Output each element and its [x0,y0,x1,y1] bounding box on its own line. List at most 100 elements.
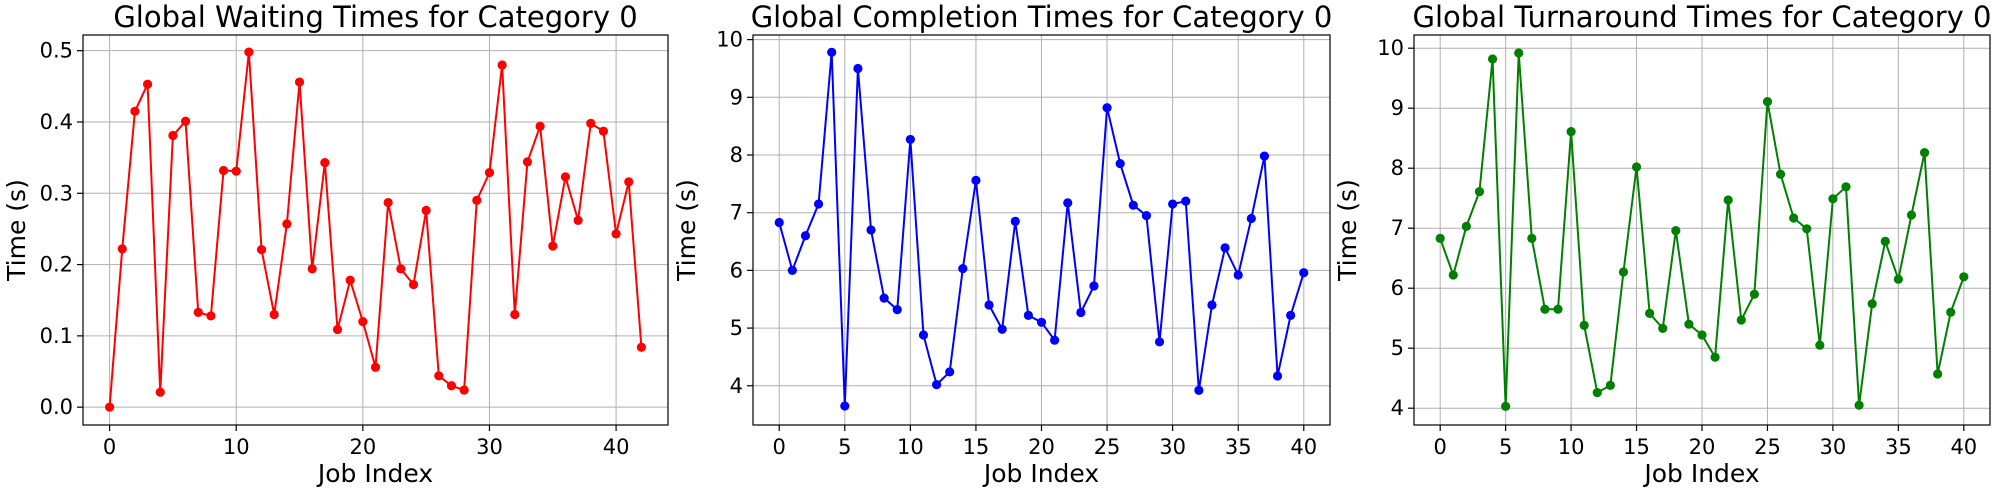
turnaround-data-point [1815,340,1825,350]
completion-data-point [905,134,915,145]
completion-data-point [997,324,1007,334]
completion-data-point [958,264,968,274]
waiting-series-line [108,51,643,408]
waiting-data-point [244,47,254,57]
waiting-data-point [231,166,241,176]
completion-data-point [1259,151,1270,161]
completion-data-point [840,401,850,411]
turnaround-data-point [1435,233,1445,243]
waiting-data-point [560,172,571,182]
turnaround-y-tick-label: 10 [1377,36,1404,60]
turnaround-data-point [1749,289,1759,299]
waiting-data-point [522,157,533,167]
turnaround-data-point [1946,307,1956,317]
turnaround-data-point [1514,48,1524,58]
turnaround-y-axis-label: Time (s) [1333,179,1362,282]
waiting-y-axis-label: Time (s) [2,179,31,282]
turnaround-data-point [1723,195,1733,205]
completion-data-point [931,380,942,390]
completion-data-point [1246,213,1256,224]
completion-data-point [787,265,797,275]
completion-data-point [1141,210,1152,221]
waiting-data-point [497,60,507,70]
completion-data-point [1076,307,1086,318]
turnaround-data-point [1736,315,1746,325]
completion-data-point [1154,337,1165,347]
waiting-data-point [370,362,381,372]
turnaround-data-point [1671,226,1681,236]
turnaround-data-point [1697,330,1707,340]
turnaround-data-point [1959,272,1969,282]
turnaround-data-point [1710,352,1720,362]
waiting-data-point [636,342,647,352]
turnaround-y-tick-label: 5 [1391,336,1404,360]
waiting-x-tick-label: 20 [349,435,376,459]
waiting-data-point [130,106,140,116]
turnaround-data-point [1828,194,1838,204]
turnaround-x-tick-label: 0 [1433,435,1446,459]
turnaround-data-point [1566,127,1576,137]
waiting-x-axis-label: Job Index [316,459,433,488]
turnaround-chart-title: Global Turnaround Times for Category 0 [1413,0,1992,34]
turnaround-y-tick-label: 9 [1391,96,1404,120]
completion-data-point [1050,335,1060,345]
turnaround-x-tick-label: 30 [1820,435,1847,459]
turnaround-data-point [1880,236,1890,246]
waiting-data-point [218,165,229,176]
completion-data-point [866,225,876,235]
waiting-data-point [598,126,609,136]
waiting-data-point [573,215,583,225]
waiting-data-point [459,385,469,395]
waiting-y-tick-label: 0.0 [40,395,73,419]
turnaround-data-point [1906,210,1917,220]
turnaround-x-tick-label: 10 [1558,435,1585,459]
completion-data-point [1299,268,1309,278]
waiting-data-point [142,79,153,89]
turnaround-data-point [1775,169,1786,179]
completion-data-point [1115,159,1125,169]
turnaround-x-tick-label: 35 [1885,435,1912,459]
waiting-data-point [282,219,292,229]
completion-data-point [1010,216,1020,226]
waiting-x-tick-label: 10 [223,435,250,459]
waiting-data-point [396,264,406,274]
turnaround-data-point [1579,320,1589,330]
waiting-data-point [408,279,419,290]
turnaround-data-point [1684,319,1694,329]
waiting-data-point [269,309,279,320]
completion-data-point [1023,310,1033,320]
turnaround-y-tick-label: 4 [1391,396,1404,420]
turnaround-data-point [1867,299,1877,309]
completion-y-tick-label: 4 [730,374,743,398]
waiting-data-point [472,195,482,206]
waiting-data-point [548,241,558,251]
turnaround-x-axis-label: Job Index [1642,459,1759,488]
completion-data-point [1063,198,1073,208]
completion-y-tick-label: 9 [730,85,743,109]
waiting-data-point [104,402,115,412]
turnaround-data-point [1448,270,1458,280]
completion-data-point [1168,199,1178,209]
turnaround-y-tick-label: 6 [1391,276,1404,300]
completion-y-tick-label: 5 [730,316,743,340]
turnaround-data-point [1854,400,1864,410]
waiting-data-point [434,371,444,381]
turnaround-data-point [1487,54,1498,64]
completion-data-point [1089,281,1099,291]
turnaround-data-point [1474,187,1485,197]
completion-data-point [879,293,889,303]
waiting-y-tick-label: 0.3 [40,181,73,205]
waiting-data-point [611,229,621,239]
turnaround-x-tick-label: 25 [1754,435,1781,459]
completion-x-tick-label: 35 [1225,435,1252,459]
completion-data-point [984,300,994,310]
completion-data-point [800,231,811,241]
waiting-data-point [421,205,431,215]
completion-y-axis-label: Time (s) [672,179,701,282]
waiting-data-point [168,130,178,141]
completion-x-tick-label: 0 [773,435,786,459]
completion-data-point [1220,243,1230,253]
completion-data-point [971,175,981,185]
waiting-data-point [624,177,634,187]
